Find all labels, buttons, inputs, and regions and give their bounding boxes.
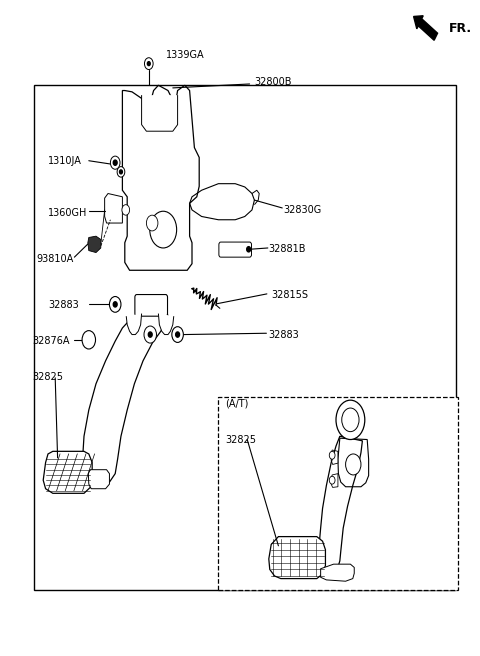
Text: 32876A: 32876A [33,336,70,346]
Circle shape [82,331,96,349]
Polygon shape [105,194,122,223]
Bar [218,397,458,590]
Circle shape [144,58,153,70]
Circle shape [144,326,156,343]
Text: 32881B: 32881B [269,244,306,255]
Text: 32815S: 32815S [271,290,308,300]
Text: 32830G: 32830G [283,205,322,215]
Circle shape [148,332,152,337]
FancyArrow shape [414,16,438,40]
Polygon shape [88,236,101,253]
Polygon shape [142,95,178,131]
Polygon shape [269,537,325,579]
Circle shape [176,332,180,337]
Polygon shape [88,470,109,489]
Text: 1360GH: 1360GH [48,208,87,218]
Circle shape [342,408,359,432]
Circle shape [346,454,361,475]
Polygon shape [43,451,92,493]
Circle shape [109,297,121,312]
Text: 1310JA: 1310JA [48,155,82,166]
Polygon shape [331,474,338,487]
Circle shape [113,160,117,165]
Circle shape [117,167,125,177]
Text: 32825: 32825 [33,372,64,382]
Polygon shape [321,564,354,581]
Circle shape [329,476,335,484]
Circle shape [122,205,130,215]
Circle shape [329,451,335,459]
Polygon shape [126,314,142,335]
Text: FR.: FR. [449,22,472,35]
Text: 32800B: 32800B [254,77,292,87]
FancyBboxPatch shape [219,242,252,257]
Circle shape [110,156,120,169]
Text: 32883: 32883 [48,300,79,310]
Circle shape [113,302,117,307]
Bar [34,85,456,590]
Text: 32883: 32883 [268,329,299,340]
Circle shape [150,211,177,248]
Circle shape [247,247,251,252]
Circle shape [120,170,122,174]
Text: 1339GA: 1339GA [166,50,204,60]
Text: (A/T): (A/T) [225,398,248,409]
Circle shape [147,62,150,66]
Polygon shape [158,314,174,335]
Circle shape [146,215,158,231]
FancyBboxPatch shape [135,295,168,316]
Polygon shape [331,450,338,464]
Circle shape [172,327,183,342]
Text: 32825: 32825 [226,434,257,445]
Circle shape [336,400,365,440]
Text: 93810A: 93810A [36,254,73,264]
